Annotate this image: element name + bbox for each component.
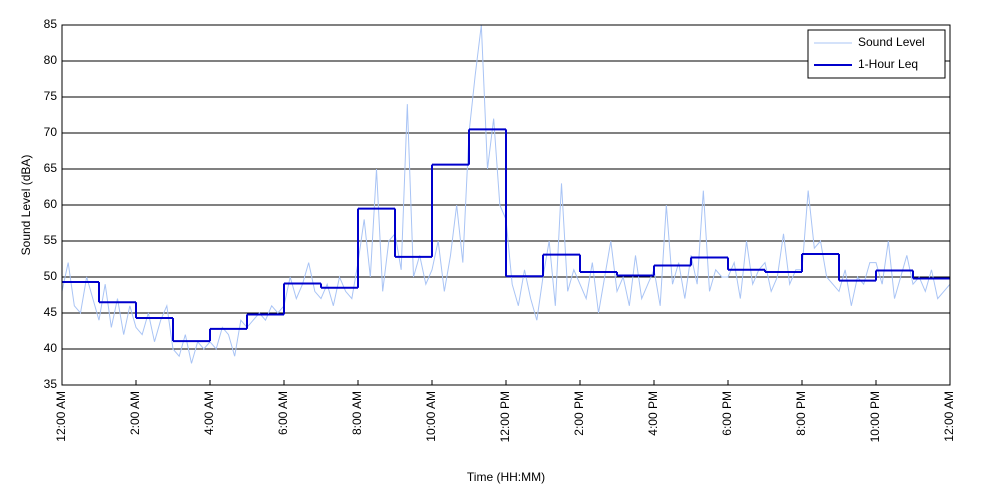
- y-tick-label: 55: [44, 233, 58, 247]
- x-tick-label: 6:00 PM: [720, 391, 734, 436]
- legend-label: Sound Level: [858, 35, 925, 49]
- x-tick-label: 10:00 PM: [868, 391, 882, 442]
- x-tick-label: 12:00 AM: [54, 391, 68, 442]
- x-tick-label: 8:00 PM: [794, 391, 808, 436]
- legend-label: 1-Hour Leq: [858, 57, 918, 71]
- x-tick-label: 10:00 AM: [424, 391, 438, 442]
- x-axis-label: Time (HH:MM): [467, 470, 545, 484]
- y-tick-label: 80: [44, 53, 58, 67]
- y-tick-label: 60: [44, 197, 58, 211]
- x-tick-label: 2:00 AM: [128, 391, 142, 435]
- y-tick-label: 85: [44, 17, 58, 31]
- plot-frame: [61, 24, 951, 386]
- x-tick-label: 2:00 PM: [572, 391, 586, 436]
- y-tick-label: 40: [44, 341, 58, 355]
- x-tick-label: 6:00 AM: [276, 391, 290, 435]
- x-tick-label: 4:00 PM: [646, 391, 660, 436]
- x-tick-label: 12:00 PM: [498, 391, 512, 442]
- x-tick-label: 12:00 AM: [942, 391, 956, 442]
- y-tick-label: 35: [44, 377, 58, 391]
- y-tick-label: 70: [44, 125, 58, 139]
- legend-box: [807, 29, 946, 79]
- y-tick-label: 50: [44, 269, 58, 283]
- x-tick-label: 8:00 AM: [350, 391, 364, 435]
- y-tick-label: 65: [44, 161, 58, 175]
- y-axis-label: Sound Level (dBA): [19, 155, 33, 256]
- y-tick-label: 45: [44, 305, 58, 319]
- x-tick-label: 4:00 AM: [202, 391, 216, 435]
- y-tick-label: 75: [44, 89, 58, 103]
